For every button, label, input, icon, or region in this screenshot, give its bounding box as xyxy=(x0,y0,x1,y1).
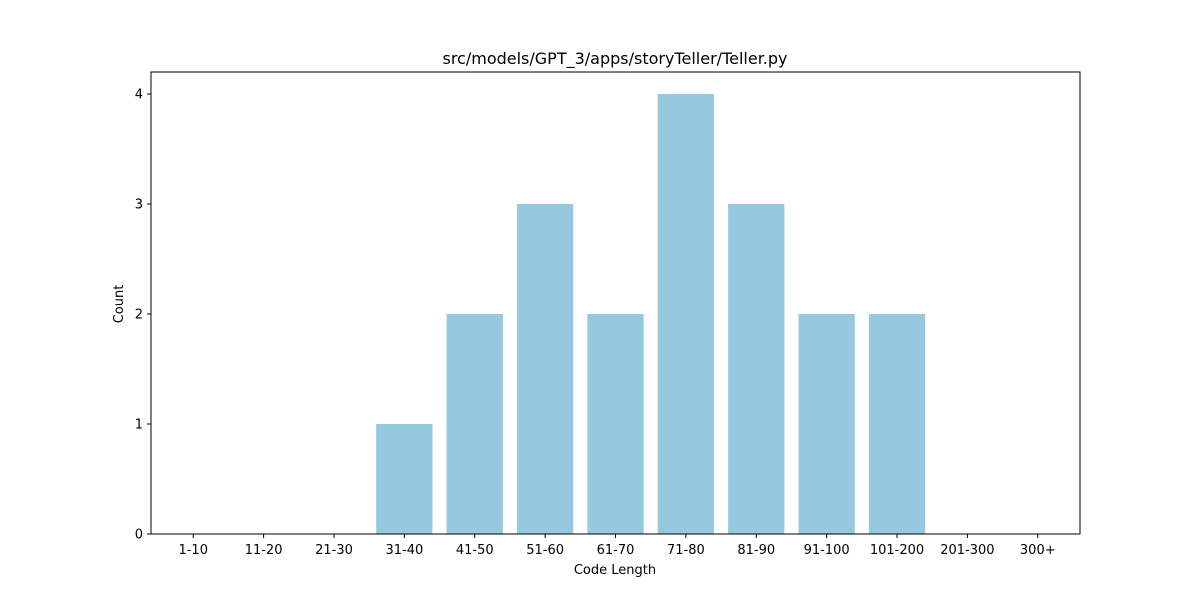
bar-91-100 xyxy=(798,314,855,534)
x-tick-label: 101-200 xyxy=(870,543,924,558)
x-tick-label: 21-30 xyxy=(315,543,353,558)
bar-81-90 xyxy=(728,204,785,534)
x-tick-label: 91-100 xyxy=(804,543,850,558)
y-tick-label: 0 xyxy=(135,528,143,543)
x-axis-title: Code Length xyxy=(574,563,656,578)
bar-101-200 xyxy=(868,314,926,534)
x-tick-label: 300+ xyxy=(1020,543,1056,558)
axes-layer: 1-10 11-20 21-30 31-40 41-50 51-60 61-70 71-80 8… xyxy=(135,71,1081,558)
x-tick-label: 41-50 xyxy=(456,543,494,558)
bar-51-60 xyxy=(516,204,574,534)
y-tick-label: 2 xyxy=(135,308,143,323)
x-tick-label: 71-80 xyxy=(667,543,705,558)
y-tick-label: 3 xyxy=(135,198,143,213)
bar-41-50 xyxy=(446,314,503,534)
bars-layer xyxy=(376,94,926,534)
y-tick-label: 1 xyxy=(135,418,143,433)
x-tick-label: 11-20 xyxy=(245,543,283,558)
x-tick-label: 51-60 xyxy=(526,543,564,558)
y-tick-label: 4 xyxy=(135,88,143,103)
x-tick-label: 61-70 xyxy=(597,543,635,558)
chart-title: src/models/GPT_3/apps/storyTeller/Teller… xyxy=(442,49,787,69)
x-tick-label: 81-90 xyxy=(737,543,775,558)
bar-71-80 xyxy=(657,94,715,534)
y-axis-title: Count xyxy=(112,285,127,324)
bar-61-70 xyxy=(587,314,644,534)
x-tick-label: 201-300 xyxy=(940,543,994,558)
x-tick-label: 31-40 xyxy=(385,543,423,558)
bar-31-40 xyxy=(376,424,433,534)
x-tick-label: 1-10 xyxy=(178,543,208,558)
